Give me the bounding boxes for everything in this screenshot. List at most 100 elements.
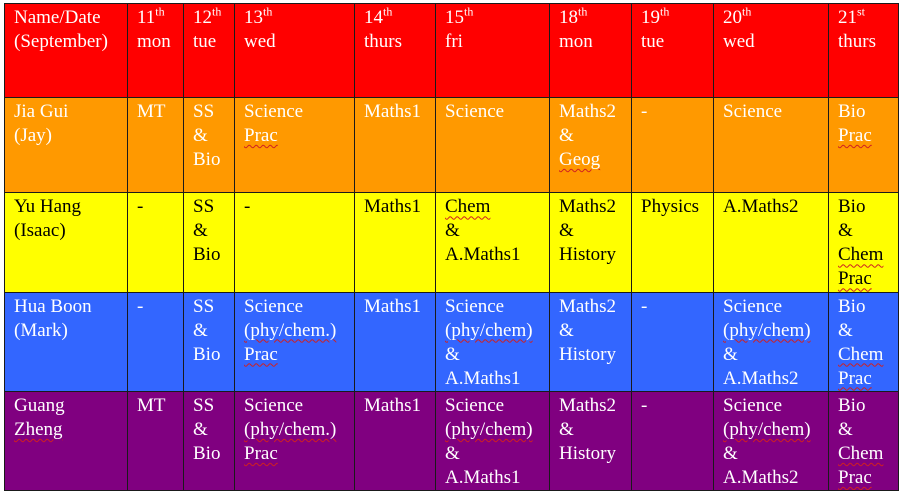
subject-line: Bio: [838, 196, 866, 218]
subject-line: Science: [445, 295, 505, 317]
student-name-line: Yu Hang: [14, 196, 82, 218]
subject-line: Bio: [193, 149, 221, 171]
day-suffix: th: [383, 4, 393, 19]
subject-line: -: [244, 196, 251, 218]
subject-line: History: [559, 244, 616, 266]
subject-line: (phy/chem): [723, 418, 811, 440]
schedule-cell: Science Prac: [234, 97, 355, 194]
day-suffix: th: [263, 4, 273, 19]
schedule-cell: Maths2 & History: [549, 390, 632, 492]
subject-line: Science: [244, 394, 304, 416]
subject-line: -: [641, 394, 648, 416]
subject-line: &: [193, 220, 208, 242]
subject-line: (phy/chem.): [244, 319, 337, 341]
subject-line: Science: [723, 394, 783, 416]
schedule-table: Name/Date (September) 11th mon 12th tue …: [4, 2, 899, 492]
schedule-cell: Bio Prac: [828, 97, 899, 194]
schedule-cell: -: [234, 192, 355, 293]
subject-line: &: [193, 125, 208, 147]
subject-line: (phy/chem): [445, 319, 533, 341]
day-of-week: wed: [723, 31, 755, 52]
subject-line: Prac: [838, 466, 872, 488]
header-day-18: 18th mon: [549, 2, 632, 99]
schedule-cell: -: [631, 291, 714, 392]
subject-line: &: [445, 442, 460, 464]
day-number: 18: [559, 7, 578, 28]
schedule-cell: Chem & A.Maths1: [435, 192, 550, 293]
student-name-line: (Mark): [14, 319, 68, 341]
schedule-cell: Bio & Chem Prac: [828, 390, 899, 492]
student-name-line: Hua Boon: [14, 295, 92, 317]
subject-line: (phy/chem.): [244, 418, 337, 440]
subject-line: Chem: [838, 343, 884, 365]
day-number: 13: [244, 7, 263, 28]
subject-line: SS: [193, 101, 215, 123]
subject-line: &: [559, 418, 574, 440]
schedule-cell: Science (phy/chem.) Prac: [234, 390, 355, 492]
header-day-12: 12th tue: [183, 2, 235, 99]
header-day-13: 13th wed: [234, 2, 355, 99]
schedule-cell: SS & Bio: [183, 390, 235, 492]
schedule-cell: Maths1: [354, 192, 436, 293]
subject-line: &: [445, 343, 460, 365]
subject-line: SS: [193, 394, 215, 416]
subject-line: Maths2: [559, 394, 616, 416]
schedule-cell: Science (phy/chem.) Prac: [234, 291, 355, 392]
subject-line: -: [137, 196, 144, 218]
subject-line: &: [193, 418, 208, 440]
subject-line: Bio: [193, 244, 221, 266]
schedule-cell: SS & Bio: [183, 97, 235, 194]
student-row-guang-zheng: Guang Zheng MT SS & Bio Science (phy/chem.) Prac…: [4, 390, 899, 492]
day-number: 19: [641, 7, 660, 28]
day-suffix: th: [742, 4, 752, 19]
subject-line: Prac: [244, 343, 278, 365]
day-suffix: st: [857, 4, 866, 19]
schedule-cell: -: [127, 192, 184, 293]
schedule-cell: Maths2 & History: [549, 291, 632, 392]
schedule-cell: Maths2 & Geog: [549, 97, 632, 194]
subject-line: Chem: [445, 196, 491, 218]
subject-line: Prac: [838, 125, 872, 147]
subject-line: &: [838, 418, 853, 440]
schedule-cell: Maths1: [354, 390, 436, 492]
student-name-cell: Yu Hang (Isaac): [4, 192, 128, 293]
schedule-cell: Science (phy/chem) & A.Maths1: [435, 390, 550, 492]
header-row: Name/Date (September) 11th mon 12th tue …: [4, 2, 899, 99]
header-name-date: Name/Date (September): [4, 2, 128, 99]
day-of-week: tue: [641, 31, 665, 52]
subject-line: Science: [723, 101, 783, 123]
header-day-21: 21st thurs: [828, 2, 899, 99]
header-day-20: 20th wed: [713, 2, 829, 99]
student-name-line: Jia Gui: [14, 101, 69, 123]
subject-line: Bio: [838, 101, 866, 123]
subject-line: Chem: [838, 244, 884, 266]
schedule-cell: MT: [127, 97, 184, 194]
day-suffix: th: [464, 4, 474, 19]
student-name-line: (Isaac): [14, 220, 66, 242]
schedule-cell: Maths2 & History: [549, 192, 632, 293]
header-day-14: 14th thurs: [354, 2, 436, 99]
schedule-cell: SS & Bio: [183, 192, 235, 293]
subject-line: -: [641, 295, 648, 317]
subject-line: Prac: [244, 442, 278, 464]
schedule-cell: Science (phy/chem) & A.Maths1: [435, 291, 550, 392]
subject-line: Maths2: [559, 101, 616, 123]
day-suffix: th: [660, 4, 670, 19]
header-name-line: Name/Date: [14, 7, 101, 28]
schedule-cell: -: [127, 291, 184, 392]
day-suffix: th: [155, 4, 165, 19]
day-of-week: thurs: [364, 31, 402, 52]
subject-line: Maths1: [364, 196, 421, 218]
subject-line: Science: [445, 101, 505, 123]
schedule-cell: Science: [713, 97, 829, 194]
subject-line: MT: [137, 394, 166, 416]
subject-line: &: [723, 343, 738, 365]
student-name-cell: Hua Boon (Mark): [4, 291, 128, 392]
subject-line: &: [838, 220, 853, 242]
subject-line: A.Maths1: [445, 244, 521, 266]
subject-line: Bio: [838, 394, 866, 416]
subject-line: (phy/chem): [445, 418, 533, 440]
day-suffix: th: [212, 4, 222, 19]
header-month-line: (September): [14, 31, 108, 52]
day-of-week: thurs: [838, 31, 876, 52]
